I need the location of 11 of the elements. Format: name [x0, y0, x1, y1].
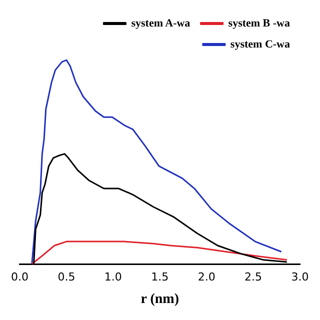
x-tick-label: 2.5: [244, 270, 262, 284]
x-tick-label: 2.0: [198, 270, 216, 284]
x-tick-label: 0.0: [10, 270, 28, 284]
x-axis-title: r (nm): [140, 292, 180, 308]
x-tick-label: 1.0: [104, 270, 122, 284]
x-tick-label: 1.5: [151, 270, 169, 284]
legend-label: system A-wa: [131, 17, 191, 30]
x-tick-label: 0.5: [58, 270, 76, 284]
legend-label: system B -wa: [228, 17, 290, 30]
x-tick-label: 3.0: [291, 270, 309, 284]
legend-label: system C-wa: [230, 38, 290, 50]
